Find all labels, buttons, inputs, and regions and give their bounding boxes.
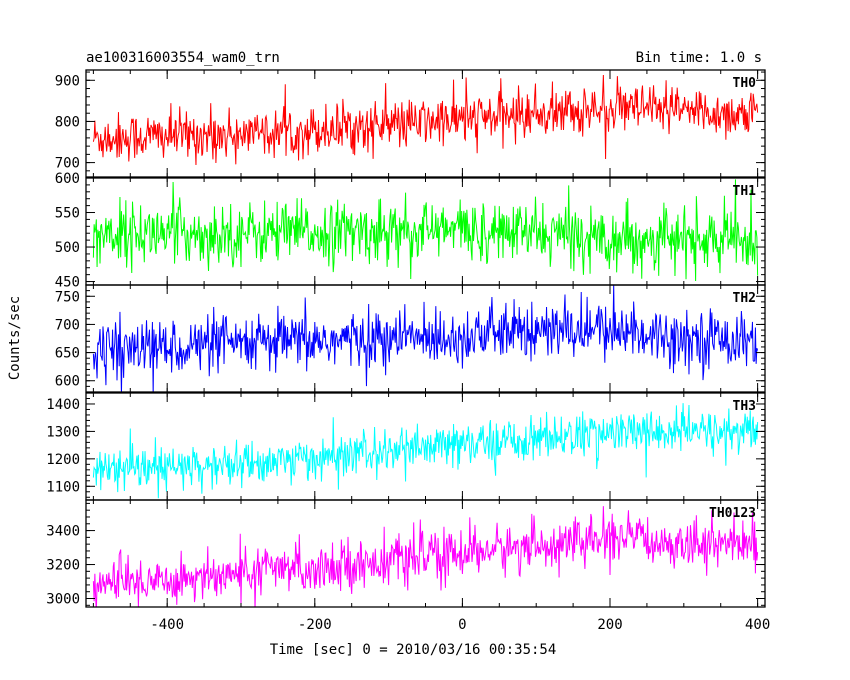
plot-title-right: Bin time: 1.0 s	[636, 50, 762, 66]
x-tick-label: 200	[597, 617, 622, 633]
panel-frame	[85, 499, 766, 608]
x-tick-label: -200	[298, 617, 332, 633]
y-tick-label: 750	[55, 289, 80, 305]
y-tick-label: 1300	[46, 424, 80, 440]
y-tick-label: 600	[55, 171, 80, 187]
y-axis-label: Counts/sec	[7, 296, 23, 380]
channel-label-th3: TH3	[733, 399, 756, 414]
y-tick-label: 3200	[46, 558, 80, 574]
series-th0	[92, 74, 759, 166]
series-th0123	[92, 506, 759, 607]
y-tick-label: 450	[55, 275, 80, 291]
y-tick-label: 900	[55, 73, 80, 89]
y-tick-label: 1100	[46, 479, 80, 495]
series-th2	[92, 285, 759, 392]
panels: 700 800 900 TH0 450 500 550 600 TH1 600 650 700 750 T…	[46, 69, 770, 633]
x-tick-label: 0	[458, 617, 466, 633]
panel-th3: 1100 1200 1300 1400 TH3	[46, 392, 766, 501]
y-tick-label: 600	[55, 374, 80, 390]
y-tick-label: 3400	[46, 524, 80, 540]
y-tick-label: 550	[55, 206, 80, 222]
panel-th0123: 3000 3200 3400 TH0123 -400 -200 0 200 400	[46, 499, 770, 633]
y-tick-label: 3000	[46, 592, 80, 608]
x-tick-label: 400	[745, 617, 770, 633]
y-tick-label: 700	[55, 317, 80, 333]
y-tick-label: 800	[55, 114, 80, 130]
panel-th1: 450 500 550 600 TH1	[55, 171, 766, 291]
series-th3	[92, 403, 759, 499]
channel-label-th0: TH0	[733, 76, 757, 91]
x-axis-label: Time [sec] 0 = 2010/03/16 00:35:54	[270, 642, 557, 658]
x-tick-label: -400	[150, 617, 184, 633]
y-tick-label: 650	[55, 346, 80, 362]
y-tick-label: 1400	[46, 397, 80, 413]
plot-title-left: ae100316003554_wam0_trn	[86, 50, 280, 66]
panel-th0: 700 800 900 TH0	[55, 69, 766, 178]
channel-label-th1: TH1	[733, 184, 757, 199]
y-tick-label: 700	[55, 156, 80, 172]
y-tick-label: 1200	[46, 452, 80, 468]
channel-label-th2: TH2	[733, 291, 756, 306]
panel-th2: 600 650 700 750 TH2	[55, 284, 766, 393]
channel-label-th0123: TH0123	[709, 506, 756, 521]
y-tick-label: 500	[55, 240, 80, 256]
series-th1	[92, 179, 759, 281]
